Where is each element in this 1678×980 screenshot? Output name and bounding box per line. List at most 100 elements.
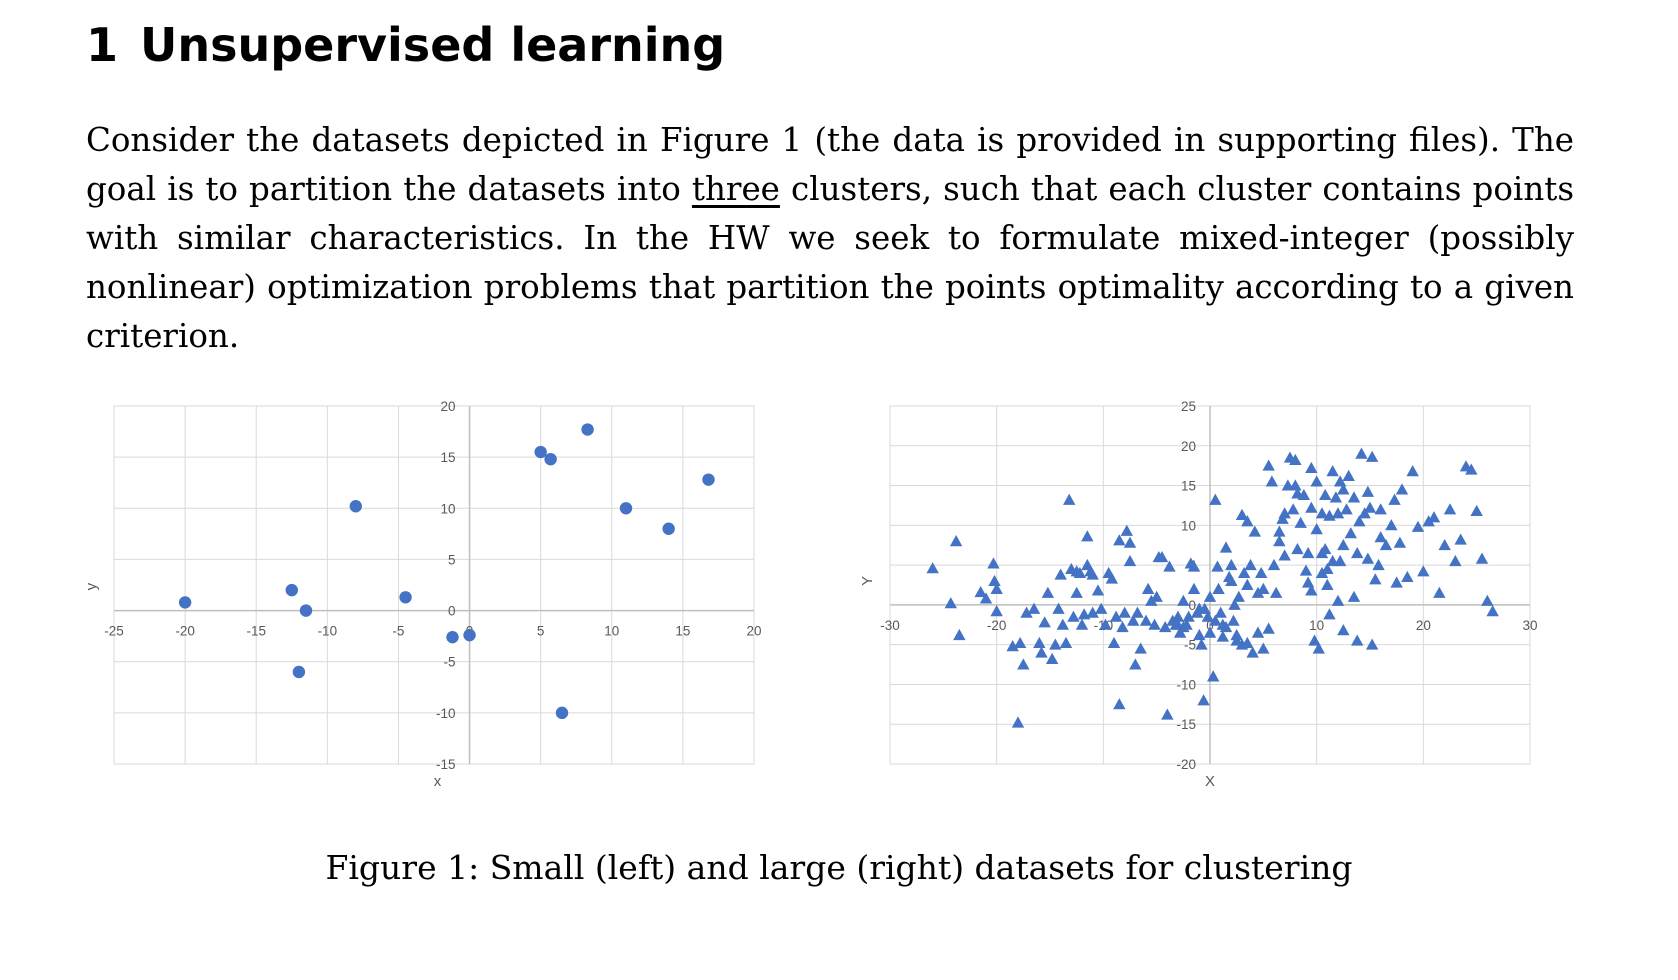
- x-tick-label: -15: [246, 624, 266, 639]
- data-point-triangle: [1113, 698, 1126, 710]
- x-tick-label: -5: [392, 624, 404, 639]
- data-point-triangle: [1177, 594, 1190, 606]
- paragraph-text-end: clusters, such that each cluster contain…: [86, 170, 1574, 355]
- scatter-plot-svg: -30-20-100102030-20-15-10-50510152025XY: [859, 399, 1538, 790]
- data-point-triangle: [1195, 638, 1208, 650]
- x-tick-label: -25: [104, 624, 124, 639]
- data-point: [463, 628, 476, 642]
- data-point-triangle: [1123, 554, 1137, 567]
- section-heading: 1 Unsupervised learning: [86, 18, 725, 72]
- data-point-triangle: [1134, 642, 1147, 654]
- data-point-triangle: [1443, 503, 1457, 515]
- data-point-triangle: [974, 585, 987, 598]
- data-point-triangle: [988, 574, 1001, 586]
- data-point-triangle: [953, 628, 966, 641]
- y-tick-label: 10: [441, 501, 456, 516]
- data-point-triangle: [1287, 503, 1300, 515]
- data-point-triangle: [1197, 694, 1210, 706]
- figure-caption: Figure 1: Small (left) and large (right)…: [325, 848, 1353, 887]
- data-point: [399, 591, 412, 604]
- data-point-triangle: [1262, 622, 1275, 634]
- data-point-triangle: [1052, 602, 1065, 614]
- data-point-triangle: [1045, 652, 1059, 664]
- data-point-triangle: [1246, 646, 1259, 658]
- data-point-triangle: [1395, 483, 1409, 495]
- data-point: [581, 423, 594, 436]
- data-point-triangle: [1353, 515, 1366, 527]
- x-tick-label: 5: [537, 624, 545, 639]
- data-point-triangle: [1278, 507, 1291, 519]
- data-point-triangle: [1273, 525, 1286, 537]
- data-point-triangle: [1244, 558, 1257, 571]
- data-point-triangle: [1038, 616, 1051, 628]
- data-point-triangle: [1374, 503, 1387, 515]
- y-tick-label: 15: [1181, 479, 1196, 494]
- data-point-triangle: [1177, 620, 1190, 633]
- data-point-triangle: [944, 597, 957, 609]
- data-point-triangle: [1209, 493, 1222, 505]
- data-point-triangle: [1237, 566, 1251, 579]
- data-point-triangle: [1006, 640, 1019, 652]
- data-point-triangle: [1211, 560, 1224, 572]
- data-point-triangle: [1095, 602, 1108, 614]
- data-point-triangle: [1388, 493, 1401, 505]
- data-point-triangle: [1118, 606, 1131, 618]
- data-point-triangle: [1262, 459, 1275, 471]
- data-point-triangle: [1333, 475, 1347, 487]
- data-point-triangle: [1187, 560, 1201, 572]
- data-point-triangle: [1081, 530, 1094, 542]
- section-title: Unsupervised learning: [140, 18, 726, 72]
- data-point-triangle: [1321, 578, 1334, 590]
- data-point-triangle: [1305, 584, 1318, 596]
- data-point-triangle: [1257, 582, 1270, 594]
- y-tick-label: -20: [1176, 757, 1196, 772]
- large-dataset-scatter-chart: -30-20-100102030-20-15-10-50510152025XY: [858, 392, 1538, 807]
- data-point-triangle: [1257, 642, 1270, 654]
- y-tick-label: 0: [448, 604, 456, 619]
- data-point-triangle: [1120, 524, 1133, 536]
- data-point-triangle: [1251, 626, 1265, 638]
- data-point-triangle: [1091, 584, 1105, 596]
- data-point-triangle: [1225, 574, 1238, 586]
- data-point-triangle: [1171, 610, 1185, 622]
- data-point-triangle: [1251, 586, 1265, 598]
- y-tick-label: -15: [436, 757, 456, 772]
- data-point-triangle: [1347, 491, 1361, 503]
- data-point-triangle: [1067, 610, 1080, 622]
- intro-paragraph: Consider the datasets depicted in Figure…: [86, 116, 1574, 361]
- data-point-triangle: [926, 562, 939, 574]
- data-point-triangle: [1289, 479, 1302, 491]
- x-tick-label: 15: [675, 624, 690, 639]
- data-point-triangle: [1219, 541, 1233, 553]
- data-point-triangle: [1289, 453, 1302, 466]
- x-tick-label: -30: [880, 618, 900, 633]
- data-point-triangle: [1470, 504, 1483, 516]
- data-point: [555, 706, 569, 720]
- data-point-triangle: [1241, 515, 1254, 527]
- y-tick-label: 25: [1181, 399, 1196, 414]
- data-point-triangle: [1486, 605, 1499, 617]
- data-point-triangle: [1351, 546, 1364, 559]
- data-point-triangle: [1329, 491, 1343, 503]
- data-point-triangle: [1305, 501, 1318, 513]
- data-point-triangle: [1227, 614, 1240, 626]
- data-point-triangle: [1182, 610, 1195, 622]
- data-point: [285, 583, 298, 597]
- data-point-triangle: [1148, 618, 1161, 630]
- data-point-triangle: [1086, 606, 1099, 618]
- data-point: [702, 473, 715, 486]
- data-point-triangle: [1465, 463, 1478, 475]
- data-point-triangle: [1337, 483, 1350, 495]
- data-point-triangle: [1116, 620, 1129, 633]
- data-point-triangle: [1230, 628, 1243, 641]
- data-point-triangle: [1361, 552, 1375, 564]
- data-point-triangle: [1363, 501, 1377, 513]
- data-point-triangle: [1131, 606, 1144, 618]
- data-point-triangle: [1301, 576, 1315, 588]
- plot-area: [113, 405, 755, 765]
- data-point-triangle: [1475, 552, 1489, 564]
- x-tick-label: -20: [175, 624, 195, 639]
- data-point-triangle: [1141, 582, 1155, 594]
- data-point-triangle: [1161, 708, 1174, 720]
- data-point-triangle: [990, 605, 1003, 617]
